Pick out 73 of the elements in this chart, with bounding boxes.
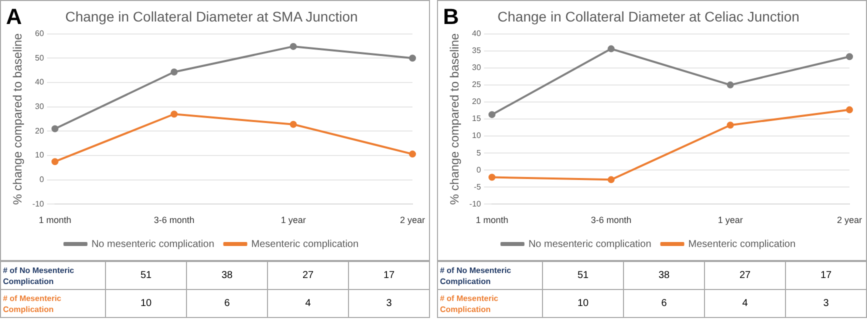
text: 27: [704, 262, 786, 290]
y-tick-label: 35: [472, 46, 482, 56]
point: [170, 110, 178, 118]
point: [488, 174, 496, 181]
y-tick-label: 60: [35, 29, 45, 38]
y-tick-label: 20: [35, 126, 45, 136]
y-tick-label: 30: [35, 102, 45, 112]
chart-title: Change in Collateral Diameter at Celiac Junction: [498, 8, 800, 24]
point: [726, 122, 734, 129]
text: 3: [786, 290, 866, 318]
text: B: [443, 4, 459, 30]
x-tick-label: 3-6 month: [154, 215, 194, 226]
y-axis-title: % change compared to baseline: [448, 32, 462, 205]
text: 51: [542, 262, 624, 290]
legend-label: Mesenteric complication: [251, 238, 359, 250]
y-axis-title: % change compared to baseline: [10, 32, 25, 205]
text: # of Mesenteric Complication: [438, 290, 542, 318]
y-tick-label: 40: [35, 78, 45, 87]
text: 38: [186, 262, 268, 290]
point: [51, 125, 58, 132]
y-tick-label: -10: [469, 199, 482, 208]
y-tick-label: 40: [472, 29, 482, 38]
point: [290, 42, 297, 50]
text: 4: [704, 290, 786, 318]
text: 17: [786, 262, 866, 290]
text: 27: [268, 262, 348, 290]
text: 6: [186, 290, 268, 318]
text: 10: [542, 290, 624, 318]
y-tick-label: -10: [32, 199, 45, 208]
y-tick-label: 0: [40, 175, 45, 184]
point: [170, 68, 178, 76]
y-tick-label: 0: [476, 165, 482, 174]
point: [846, 53, 853, 60]
point: [726, 81, 734, 88]
y-tick-label: 50: [35, 53, 45, 62]
x-tick-label: 1 year: [280, 215, 306, 226]
point: [408, 150, 416, 158]
text: # of No Mesenteric Complication: [438, 262, 542, 290]
point: [846, 106, 853, 114]
text: 51: [106, 262, 186, 290]
x-tick-label: 2 year: [400, 215, 425, 226]
x-tick-label: 3-6 month: [590, 215, 632, 226]
text: 3: [348, 290, 430, 318]
x-tick-label: 1 month: [38, 215, 72, 226]
y-tick-label: 30: [472, 63, 482, 72]
point: [290, 120, 297, 128]
x-tick-label: 2 year: [836, 215, 862, 226]
text: 4: [268, 290, 348, 318]
y-tick-label: 25: [472, 80, 482, 90]
text: A: [6, 4, 22, 30]
y-tick-label: 20: [472, 97, 482, 106]
chart-title: Change in Collateral Diameter at SMA Junction: [65, 8, 358, 24]
text: # of No Mesenteric Complication: [0, 262, 106, 290]
point: [488, 111, 496, 118]
y-tick-label: -5: [474, 182, 482, 192]
y-tick-label: 5: [476, 148, 482, 158]
x-tick-label: 1 month: [476, 215, 508, 226]
text: 38: [624, 262, 704, 290]
text: 17: [348, 262, 430, 290]
legend-label: No mesenteric complication: [91, 238, 214, 250]
y-tick-label: 10: [472, 131, 482, 140]
text: 6: [624, 290, 704, 318]
text: 10: [106, 290, 186, 318]
legend-label: Mesenteric complication: [688, 238, 796, 250]
point: [408, 54, 416, 62]
point: [51, 158, 58, 166]
text: # of Mesenteric Complication: [0, 290, 106, 318]
point: [608, 45, 615, 52]
x-tick-label: 1 year: [718, 215, 743, 226]
y-tick-label: 15: [472, 114, 482, 124]
y-tick-label: 10: [35, 150, 45, 160]
point: [608, 176, 615, 184]
legend-label: No mesenteric complication: [528, 238, 652, 250]
